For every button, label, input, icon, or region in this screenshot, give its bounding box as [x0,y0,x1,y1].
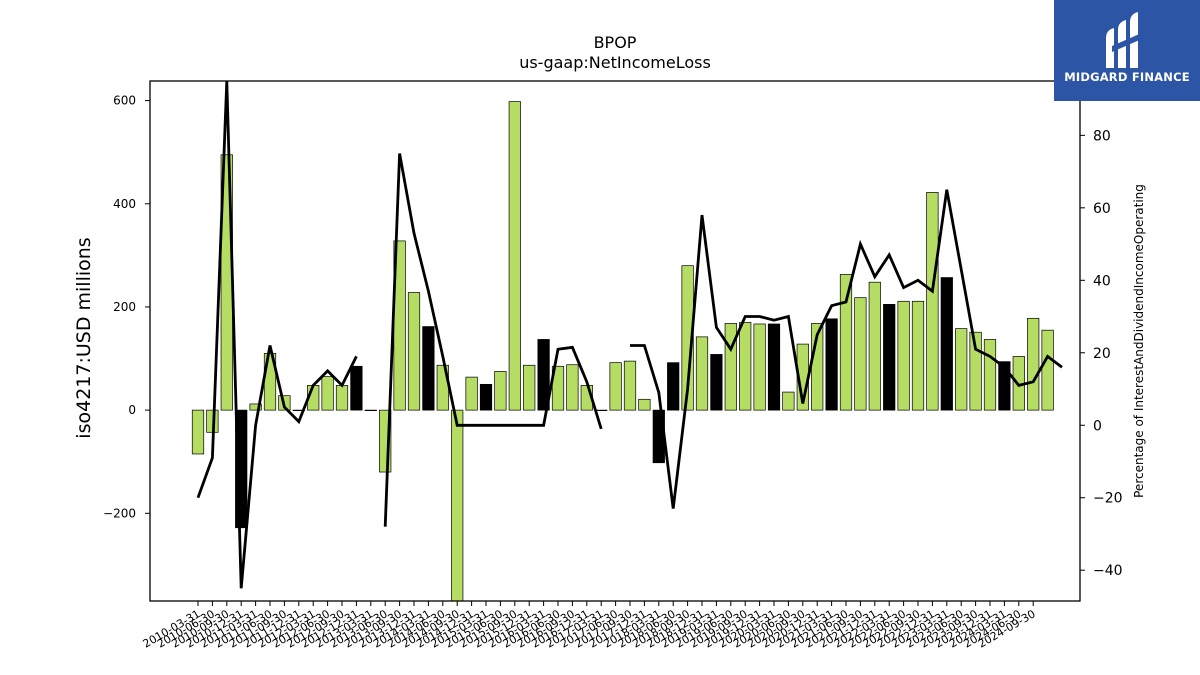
bar [955,328,968,411]
left-axis-ticks: −200 0 200 400 600 [103,94,150,520]
y-right-tick-label: 20 [1093,346,1111,362]
y-right-tick-label: 0 [1093,418,1102,434]
bar [321,376,334,411]
bar [897,300,910,411]
y-axis-label: iso4217:USD millions [73,237,95,438]
bar [969,331,982,411]
y-right-tick-label: 60 [1093,201,1111,217]
bar [479,383,493,411]
bar [638,398,651,411]
brand-name: MIDGARD FINANCE [1064,70,1190,84]
series-line [196,80,358,589]
bar [422,326,435,411]
y-right-tick-label: −40 [1093,563,1123,579]
brand-logo: MIDGARD FINANCE [1054,0,1200,101]
bar [494,371,507,411]
bar [364,409,377,411]
bar [451,409,464,602]
bar [710,354,723,411]
bar [825,318,838,411]
bar-layer [191,101,1054,602]
bar [911,300,925,411]
series-line [630,189,1063,509]
bar [883,304,896,411]
bar [235,409,248,529]
y-axis-right-label: Percentage of InterestAndDividendIncomeO… [1132,184,1146,498]
x-axis-ticks: 2010-03-312010-06-302010-09-302010-12-31… [141,601,1038,651]
y-tick-label: 600 [113,94,136,108]
y-tick-label: 0 [128,403,136,417]
bar [782,391,795,411]
bar [983,339,997,411]
bar [695,336,709,411]
bar [868,281,881,411]
bar [839,274,853,411]
bar [508,101,521,411]
bar [566,364,579,411]
bar [940,277,953,411]
series-line [383,153,603,527]
bar [667,362,680,411]
bar [998,361,1011,411]
bar [854,297,867,411]
y-right-tick-label: 80 [1093,128,1111,144]
bar [609,362,622,411]
bar [249,403,262,411]
bar [739,322,752,411]
bar [465,376,478,411]
chart-subtitle: us-gaap:NetIncomeLoss [519,53,711,72]
bar [724,323,737,411]
bar [537,339,550,411]
right-axis-ticks: −40 −20 0 20 40 60 80 [1080,128,1123,579]
line-layer [196,80,1063,589]
bar [1041,329,1054,411]
chart-title: BPOP [594,33,637,52]
bar [753,323,766,411]
bar [350,365,363,411]
bar [523,364,536,411]
bar [407,292,421,411]
bar [1027,317,1040,411]
bar [767,323,781,411]
bar [681,265,694,411]
bar [623,360,637,411]
bar [191,409,205,455]
bar [595,409,608,411]
y-tick-label: 400 [113,197,136,211]
plot-frame [149,80,1081,602]
y-right-tick-label: −20 [1093,491,1123,507]
y-tick-label: 200 [113,300,136,314]
bar [335,385,349,411]
logo-mark-icon [1106,12,1144,68]
bar [926,192,939,411]
y-right-tick-label: 40 [1093,273,1111,289]
y-tick-label: −200 [103,506,136,520]
bar [379,409,392,473]
bar [551,365,565,411]
